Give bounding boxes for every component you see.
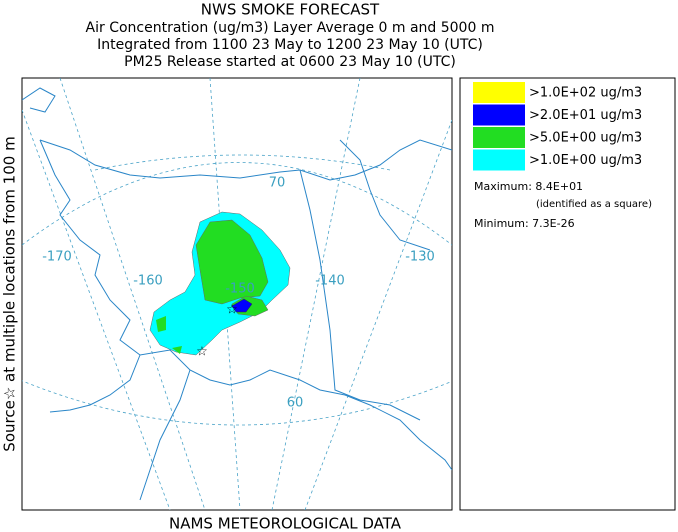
maximum: Maximum: 8.4E+01 — [474, 180, 583, 193]
subtitle: Air Concentration (ug/m3) Layer Average … — [86, 20, 495, 36]
legend-swatch — [473, 127, 525, 148]
minimum: Minimum: 7.3E-26 — [474, 217, 575, 230]
footer: NAMS METEOROLOGICAL DATA — [169, 515, 402, 532]
subtitle: PM25 Release started at 0600 23 May 10 (… — [124, 54, 456, 70]
latitude-label: 70 — [269, 176, 286, 191]
legend-label: >1.0E+02 ug/m3 — [529, 86, 642, 101]
plume: ☆ ☆ — [149, 211, 291, 360]
svg-text:☆: ☆ — [226, 303, 238, 318]
svg-text:☆: ☆ — [196, 345, 208, 360]
title: NWS SMOKE FORECAST — [201, 1, 380, 19]
maximum-note: (identified as a square) — [536, 199, 652, 210]
longitude-label: -160 — [133, 274, 163, 289]
subtitle: Integrated from 1100 23 May to 1200 23 M… — [97, 37, 483, 53]
legend-label: >2.0E+01 ug/m3 — [529, 108, 642, 123]
latitude-label: 60 — [287, 396, 304, 411]
map: ☆ ☆ -170 -160 -150 -140 -130 70 60 — [21, 77, 453, 511]
legend-label: >5.0E+00 ug/m3 — [529, 131, 642, 146]
longitude-label: -150 — [225, 282, 255, 297]
legend: >1.0E+02 ug/m3 >2.0E+01 ug/m3 >5.0E+00 ug/… — [459, 77, 676, 511]
longitude-label: -130 — [405, 250, 435, 265]
longitude-label: -170 — [42, 250, 72, 265]
legend-label: >1.0E+00 ug/m3 — [529, 153, 642, 168]
legend-swatch — [473, 104, 525, 126]
legend-swatch — [473, 82, 525, 103]
legend-swatch — [473, 149, 525, 171]
side-label: Source☆ at multiple locations from 100 m — [1, 136, 19, 451]
longitude-label: -140 — [315, 274, 345, 289]
